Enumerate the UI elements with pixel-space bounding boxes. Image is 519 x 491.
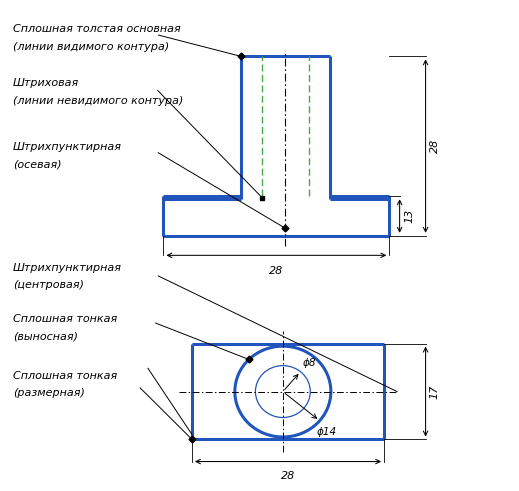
Text: 13: 13 [404, 209, 414, 223]
Text: 28: 28 [269, 266, 283, 276]
Text: (центровая): (центровая) [13, 280, 84, 290]
Text: Штриховая: Штриховая [13, 79, 79, 88]
Text: 17: 17 [430, 384, 440, 399]
Text: ϕ14: ϕ14 [317, 427, 337, 436]
Text: (линии видимого контура): (линии видимого контура) [13, 42, 169, 52]
Text: Сплошная тонкая: Сплошная тонкая [13, 314, 117, 324]
Text: 28: 28 [281, 471, 295, 481]
Text: (выносная): (выносная) [13, 331, 78, 341]
Text: 28: 28 [430, 139, 440, 153]
Text: Сплошная толстая основная: Сплошная толстая основная [13, 25, 181, 34]
Text: (линии невидимого контура): (линии невидимого контура) [13, 96, 183, 106]
Text: (размерная): (размерная) [13, 388, 85, 398]
Text: Сплошная тонкая: Сплошная тонкая [13, 371, 117, 381]
Text: Штрихпунктирная: Штрихпунктирная [13, 263, 122, 273]
Text: ϕ8: ϕ8 [303, 358, 317, 368]
Text: (осевая): (осевая) [13, 160, 62, 169]
Text: Штрихпунктирная: Штрихпунктирная [13, 142, 122, 152]
